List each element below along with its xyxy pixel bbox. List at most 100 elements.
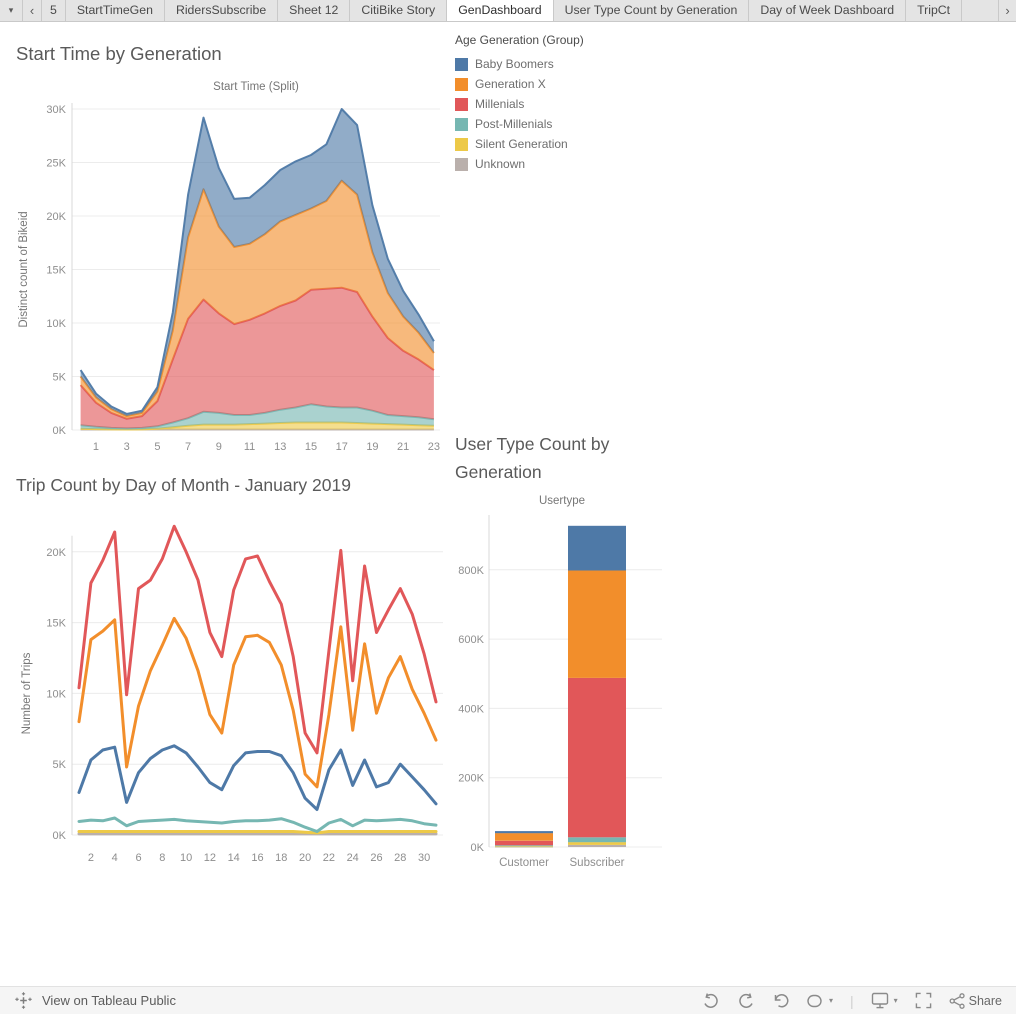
replay-icon xyxy=(774,993,789,1007)
bar-segment-subscriber-millenials[interactable] xyxy=(568,677,626,838)
y-tick-label: 600K xyxy=(458,634,484,646)
legend-item-baby-boomers[interactable]: Baby Boomers xyxy=(455,54,584,74)
sheet-tab-sheet-12[interactable]: Sheet 12 xyxy=(278,0,351,21)
legend-label: Millenials xyxy=(475,97,525,111)
x-tick-label: 13 xyxy=(274,441,286,453)
trend-line-post-millenials[interactable] xyxy=(77,816,438,833)
view-on-tableau-public-link[interactable]: View on Tableau Public xyxy=(14,991,176,1010)
tab-scroll-next-button[interactable]: › xyxy=(998,0,1016,21)
chevron-right-icon: › xyxy=(1005,3,1010,18)
user-type-bar-chart[interactable]: 0K 200K 400K 600K 800K Customer Subscriber User… xyxy=(450,490,695,882)
legend-item-generation-x[interactable]: Generation X xyxy=(455,74,584,94)
bar-segment-subscriber-post-millenials[interactable] xyxy=(568,837,626,843)
legend-item-millenials[interactable]: Millenials xyxy=(455,94,584,114)
area-line-post-millenials[interactable] xyxy=(80,403,435,430)
bar-segment-customer-silent-generation[interactable] xyxy=(495,846,553,848)
x-tick-label: 26 xyxy=(370,852,382,864)
tab-scroll-prev-button[interactable]: ‹ xyxy=(23,0,42,21)
legend-label: Silent Generation xyxy=(475,137,568,151)
chevron-down-icon: ▾ xyxy=(8,5,14,15)
page-title-trip-count: Trip Count by Day of Month - January 201… xyxy=(16,475,351,495)
device-layout-button[interactable]: ▾ xyxy=(871,992,898,1009)
legend-item-silent-generation[interactable]: Silent Generation xyxy=(455,134,584,154)
trend-line-generation-x[interactable] xyxy=(77,616,438,789)
x-tick-label: 10 xyxy=(180,852,192,864)
x-tick-label: 22 xyxy=(323,852,335,864)
sheet-tab-gendashboard[interactable]: GenDashboard xyxy=(447,0,554,21)
bar-segment-customer-baby-boomers[interactable] xyxy=(495,831,553,834)
trend-line-millenials[interactable] xyxy=(77,524,438,755)
tab-dropdown-button[interactable]: ▾ xyxy=(0,0,23,21)
bottom-toolbar: View on Tableau Public ▾ xyxy=(0,986,1016,1014)
x-tick-label: 12 xyxy=(204,852,216,864)
y-tick-label: 5K xyxy=(53,759,67,771)
fullscreen-button[interactable] xyxy=(915,992,932,1009)
sheet-tab-starttimegen[interactable]: StartTimeGen xyxy=(66,0,165,21)
bar-segment-customer-unknown[interactable] xyxy=(495,846,553,848)
tableau-logo-icon xyxy=(15,992,32,1009)
bar-segment-subscriber-generation-x[interactable] xyxy=(568,570,626,678)
toolbar-actions: ▾ | ▾ Share xyxy=(702,992,1002,1009)
y-tick-label: 0K xyxy=(53,425,67,437)
replay-button[interactable] xyxy=(772,993,790,1009)
y-tick-label: 30K xyxy=(46,104,66,116)
undo-icon xyxy=(704,992,718,1008)
y-tick-label: 10K xyxy=(46,688,66,700)
bar-segment-customer-generation-x[interactable] xyxy=(495,833,553,841)
area-band-millenials[interactable] xyxy=(80,287,434,429)
trend-line-silent-generation[interactable] xyxy=(77,830,438,835)
x-tick-label: 16 xyxy=(251,852,263,864)
share-button[interactable]: Share xyxy=(949,992,1002,1009)
area-band-generation-x[interactable] xyxy=(80,180,434,419)
sheet-tab-user-type-count-by-generation[interactable]: User Type Count by Generation xyxy=(554,0,750,21)
x-tick-label: 8 xyxy=(159,852,165,864)
bar-segment-subscriber-silent-generation[interactable] xyxy=(568,842,626,845)
color-legend: Age Generation (Group) Baby Boomers Gener… xyxy=(455,33,584,174)
sheet-tab-tripct[interactable]: TripCt xyxy=(906,0,963,21)
legend-item-unknown[interactable]: Unknown xyxy=(455,154,584,174)
x-tick-label: 24 xyxy=(347,852,359,864)
x-tick-label: 23 xyxy=(428,441,440,453)
legend-label: Generation X xyxy=(475,77,546,91)
bar-segment-subscriber-unknown[interactable] xyxy=(568,844,626,847)
x-tick-label: 5 xyxy=(154,441,160,453)
fullscreen-icon xyxy=(915,992,931,1009)
area-line-baby-boomers[interactable] xyxy=(79,108,435,415)
chart-subtitle: Start Time (Split) xyxy=(213,81,299,93)
x-tick-label: 4 xyxy=(112,852,118,864)
x-category-label: Subscriber xyxy=(570,857,625,869)
sheet-tab-5[interactable]: 5 xyxy=(42,0,66,21)
legend-label: Post-Millenials xyxy=(475,117,553,131)
redo-button[interactable] xyxy=(737,992,755,1009)
x-category-label: Customer xyxy=(499,857,549,869)
legend-item-post-millenials[interactable]: Post-Millenials xyxy=(455,114,584,134)
sheet-tab-riderssubscribe[interactable]: RidersSubscribe xyxy=(165,0,279,21)
sheet-tab-citibike-story[interactable]: CitiBike Story xyxy=(350,0,448,21)
sheet-tab-day-of-week-dashboard[interactable]: Day of Week Dashboard xyxy=(749,0,907,21)
x-tick-label: 3 xyxy=(124,441,130,453)
chevron-left-icon: ‹ xyxy=(29,3,35,18)
y-tick-label: 200K xyxy=(458,773,484,785)
y-tick-label: 15K xyxy=(46,265,66,277)
trend-line-baby-boomers[interactable] xyxy=(77,744,438,811)
share-icon xyxy=(949,992,965,1009)
undo-button[interactable] xyxy=(702,992,720,1009)
x-tick-label: 19 xyxy=(366,441,378,453)
chevron-down-icon: ▾ xyxy=(828,996,833,1005)
bar-segment-customer-millenials[interactable] xyxy=(495,840,553,846)
y-tick-label: 0K xyxy=(53,830,67,842)
speed-menu-button[interactable]: ▾ xyxy=(807,994,833,1008)
bar-segment-subscriber-baby-boomers[interactable] xyxy=(568,525,626,571)
presentation-icon xyxy=(807,994,822,1007)
toolbar-divider: | xyxy=(849,992,854,1009)
legend-label: Baby Boomers xyxy=(475,57,554,71)
area-band-baby-boomers[interactable] xyxy=(80,109,434,417)
area-band-post-millenials[interactable] xyxy=(80,404,434,430)
y-tick-label: 15K xyxy=(46,618,66,630)
x-tick-label: 18 xyxy=(275,852,287,864)
bar-segment-customer-post-millenials[interactable] xyxy=(495,845,553,847)
share-label: Share xyxy=(968,993,1002,1008)
monitor-icon xyxy=(871,992,888,1009)
